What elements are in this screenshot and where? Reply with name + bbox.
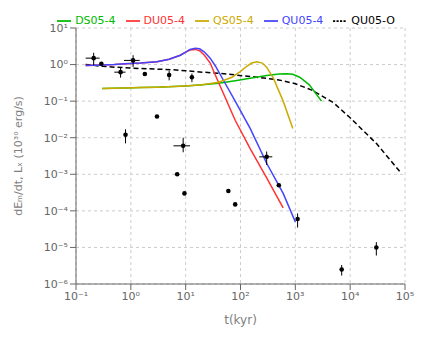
html-text:DS05-4: DS05-4 bbox=[75, 14, 116, 27]
svg-text:10⁰: 10⁰ bbox=[50, 58, 69, 71]
svg-text:10⁻⁶: 10⁻⁶ bbox=[44, 278, 69, 291]
svg-text:10⁻²: 10⁻² bbox=[44, 132, 68, 145]
svg-text:10³: 10³ bbox=[286, 290, 304, 303]
svg-text:10¹: 10¹ bbox=[176, 290, 194, 303]
html-text:DU05-4: DU05-4 bbox=[143, 14, 186, 27]
svg-text:t(kyr): t(kyr) bbox=[224, 313, 257, 327]
svg-text:dEₘ/dt, Lₓ (10³⁰ erg/s): dEₘ/dt, Lₓ (10³⁰ erg/s) bbox=[12, 96, 25, 216]
svg-text:10⁴: 10⁴ bbox=[341, 290, 360, 303]
svg-text:10⁻¹: 10⁻¹ bbox=[64, 290, 88, 303]
svg-text:10⁻⁵: 10⁻⁵ bbox=[44, 241, 68, 254]
svg-text:10⁰: 10⁰ bbox=[122, 290, 141, 303]
svg-text:10⁻¹: 10⁻¹ bbox=[44, 95, 68, 108]
svg-text:10²: 10² bbox=[231, 290, 249, 303]
svg-text:10⁵: 10⁵ bbox=[396, 290, 414, 303]
svg-text:10¹: 10¹ bbox=[50, 22, 68, 35]
html-text:QU05-O: QU05-O bbox=[351, 14, 395, 27]
html-text:QU05-4: QU05-4 bbox=[281, 14, 324, 27]
svg-text:10⁻⁴: 10⁻⁴ bbox=[44, 205, 69, 218]
html-text:QS05-4: QS05-4 bbox=[213, 14, 254, 27]
svg-text:10⁻³: 10⁻³ bbox=[44, 168, 68, 181]
